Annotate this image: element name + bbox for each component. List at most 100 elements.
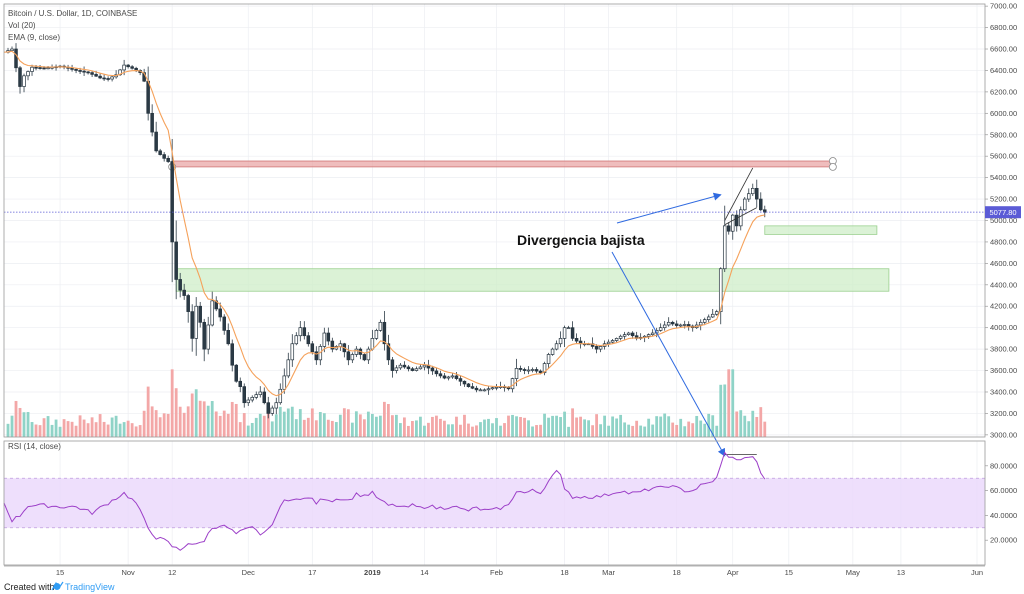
axes: 7000.00 6800.00 6600.00 6400.00 6200.00 6000.… [3,2,1017,577]
volume-bar [162,413,166,437]
candle-body [422,364,427,368]
legend-volume: Vol (20) [8,21,36,30]
y-tick-label: 3600.00 [990,366,1017,375]
volume-bar [22,412,26,437]
volume-bar [198,400,202,437]
candle-body [662,324,667,329]
footer[interactable]: Created with TradingView [4,581,115,592]
volume-bar [627,424,631,437]
candle-body [706,316,711,320]
candle-body [246,399,251,404]
legend-symbol: Bitcoin / U.S. Dollar, 1D, COINBASE [8,9,137,18]
volume-bar [555,415,558,437]
volume-bar [647,418,651,437]
volume-bar [455,416,458,437]
volume-bar [623,422,627,437]
volume-bar [30,422,34,437]
volume-bar [358,414,362,437]
grid [4,4,985,565]
volume-bar [238,422,242,437]
volume-bar [394,414,398,437]
volume-bar [675,424,679,437]
footer-created-with: Created with [4,582,55,592]
volume-bar [639,425,643,437]
volume-bar [531,426,534,437]
candle-body [554,343,559,350]
rsi-tick-label: 40.0000 [990,511,1017,520]
x-tick-label: 15 [785,568,793,577]
volume-bar [631,425,635,437]
volume-bar [587,420,590,437]
volume-bar [507,415,510,437]
volume-bar [691,423,695,437]
candle-body [534,369,539,372]
candle-body [362,354,367,361]
footer-brand: TradingView [65,582,115,592]
candle-body [714,311,719,315]
candle-body [698,321,703,326]
ema-line [3,50,765,397]
candle-body [678,324,683,327]
candle-body [542,363,547,374]
candle-body [238,380,242,387]
volume-bar [254,417,258,437]
volume-bar [475,425,478,437]
candle-body [250,396,255,401]
candle-body [46,67,50,70]
volume-bar [559,417,562,437]
volume-bar [142,410,146,437]
arrow-to-rsi [611,251,726,457]
volume-bar [419,416,422,437]
candle-body [759,198,763,211]
volume-bar [110,417,114,437]
candle-body [546,354,551,364]
candle-body [686,324,691,327]
volume-bar [346,409,350,437]
volume-bar [731,369,735,437]
candle-body [106,78,110,80]
volume-bar [118,423,122,437]
volume-bar [390,415,394,437]
candle-body [210,300,214,326]
candle-body [202,321,206,350]
x-tick-label: 2019 [364,568,381,577]
volume-bar [242,413,246,437]
candle-body [222,316,226,331]
x-tick-label: 17 [308,568,316,577]
volume-bar [70,421,74,437]
candle-body [614,338,619,341]
candle-body [486,388,491,391]
volume-bar [695,415,699,437]
candle-body [622,334,627,337]
volume-bar [114,415,118,437]
volume-bar [563,411,566,437]
candle-body [282,375,287,390]
candle-body [650,332,655,335]
volume-bar [571,408,574,437]
candle-body [198,305,202,323]
volume-bar [234,403,238,437]
volume-bar [655,416,659,437]
volume-bar [298,409,302,437]
candle-body [194,305,198,339]
candle-body [94,74,98,77]
y-tick-label: 6000.00 [990,109,1017,118]
x-tick-label: 14 [420,568,428,577]
candle-body [666,321,671,326]
y-tick-label: 4000.00 [990,323,1017,332]
volume-bar [427,422,430,437]
candle-body [90,72,94,75]
volume-bar [591,425,595,437]
candle-body [226,330,230,345]
rsi-label: RSI (14, close) [8,442,61,451]
x-tick-label: 15 [56,568,64,577]
candle-body [78,70,82,72]
candle-body [262,391,267,404]
candle-body [674,323,679,326]
volume-bar [262,415,266,437]
x-tick-label: Jun [971,568,983,577]
last-price-value: 5077.80 [989,208,1016,217]
volume-bar [543,413,546,437]
volume-bar [759,407,763,437]
volume-bar [611,416,615,437]
